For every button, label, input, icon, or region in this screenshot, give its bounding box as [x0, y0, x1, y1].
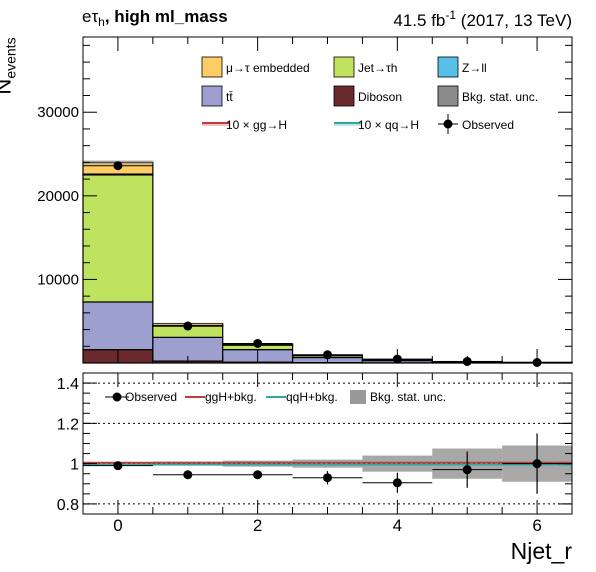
lumi-conditions: (2017, 13 TeV) [456, 11, 572, 30]
ratio-unc-band-bin-3 [292, 459, 363, 468]
channel-subscript: h [98, 15, 105, 29]
legend-swatch-0 [201, 56, 223, 78]
category-label: , high ml_mass [104, 7, 228, 26]
bar-tt-bin-0 [82, 301, 154, 351]
ratio-legend-label-3: Bkg. stat. unc. [370, 390, 446, 404]
legend-label-6: 10 × gg→H [226, 118, 287, 132]
legend-label-4: Diboson [358, 90, 402, 104]
lumi-superscript: -1 [445, 8, 457, 22]
main-ytick-label-1: 20000 [37, 188, 79, 205]
legend-label-5: Bkg. stat. unc. [462, 90, 538, 104]
legend-swatch-2 [437, 56, 459, 78]
ratio-ytick-label-2: 1.2 [57, 416, 79, 433]
ratio-point-3 [323, 473, 332, 483]
legend-label-0: μ→τ embedded [226, 61, 310, 75]
bar-jeth-bin-0 [82, 174, 154, 303]
ratio-unc-band-bin-4 [362, 455, 433, 472]
ratio-legend-label-1: ggH+bkg. [205, 390, 257, 404]
ratio-legend-label-2: qqH+bkg. [286, 390, 338, 404]
legend-swatch-5 [437, 85, 459, 107]
legend-label-3: tt̄ [226, 90, 233, 104]
ratio-point-4 [392, 478, 402, 488]
observed-point-0 [113, 161, 123, 171]
lumi-value: 41.5 fb [393, 11, 446, 30]
ratio-point-5 [462, 465, 472, 475]
channel-name: eτ [82, 7, 99, 26]
legend-swatch-1 [333, 56, 355, 78]
xtick-label-1: 2 [253, 516, 262, 535]
legend-marker-8 [443, 119, 453, 129]
ratio-legend-swatch-3 [350, 390, 366, 404]
legend-swatch-4 [333, 85, 355, 107]
xtick-label-0: 0 [113, 516, 122, 535]
x-axis-label: Njet_r [510, 538, 572, 564]
legend-label-2: Z→ll [462, 61, 487, 75]
observed-point-2 [253, 338, 263, 348]
luminosity-label: 41.5 fb-1 (2017, 13 TeV) [393, 8, 572, 31]
xtick-label-2: 4 [393, 516, 402, 535]
ratio-unc-band-bin-2 [222, 460, 293, 467]
channel-title: eτh, high ml_mass [82, 7, 228, 29]
legend-swatch-3 [201, 85, 223, 107]
ratio-point-1 [183, 470, 193, 480]
xtick-label-3: 6 [532, 516, 541, 535]
ratio-point-6 [532, 459, 542, 469]
observed-point-3 [323, 350, 332, 360]
ratio-unc-band-bin-1 [152, 461, 223, 466]
main-panel-frame [82, 36, 573, 364]
ratio-ytick-label-0: 0.8 [57, 497, 79, 514]
ratio-ytick-label-1: 1 [70, 457, 79, 474]
legend-label-8: Observed [462, 118, 514, 132]
ratio-point-2 [253, 470, 263, 480]
observed-point-1 [183, 321, 193, 331]
ratio-point-0 [113, 461, 123, 471]
main-ytick-label-0: 10000 [37, 271, 79, 288]
legend-label-7: 10 × qq→H [358, 118, 419, 132]
ratio-legend-label-0: Observed [125, 390, 177, 404]
ratio-legend-marker-0 [112, 392, 122, 402]
ratio-ytick-label-3: 1.4 [57, 376, 79, 393]
legend-label-1: Jet→τh [358, 61, 397, 75]
main-ytick-label-2: 30000 [37, 104, 79, 121]
